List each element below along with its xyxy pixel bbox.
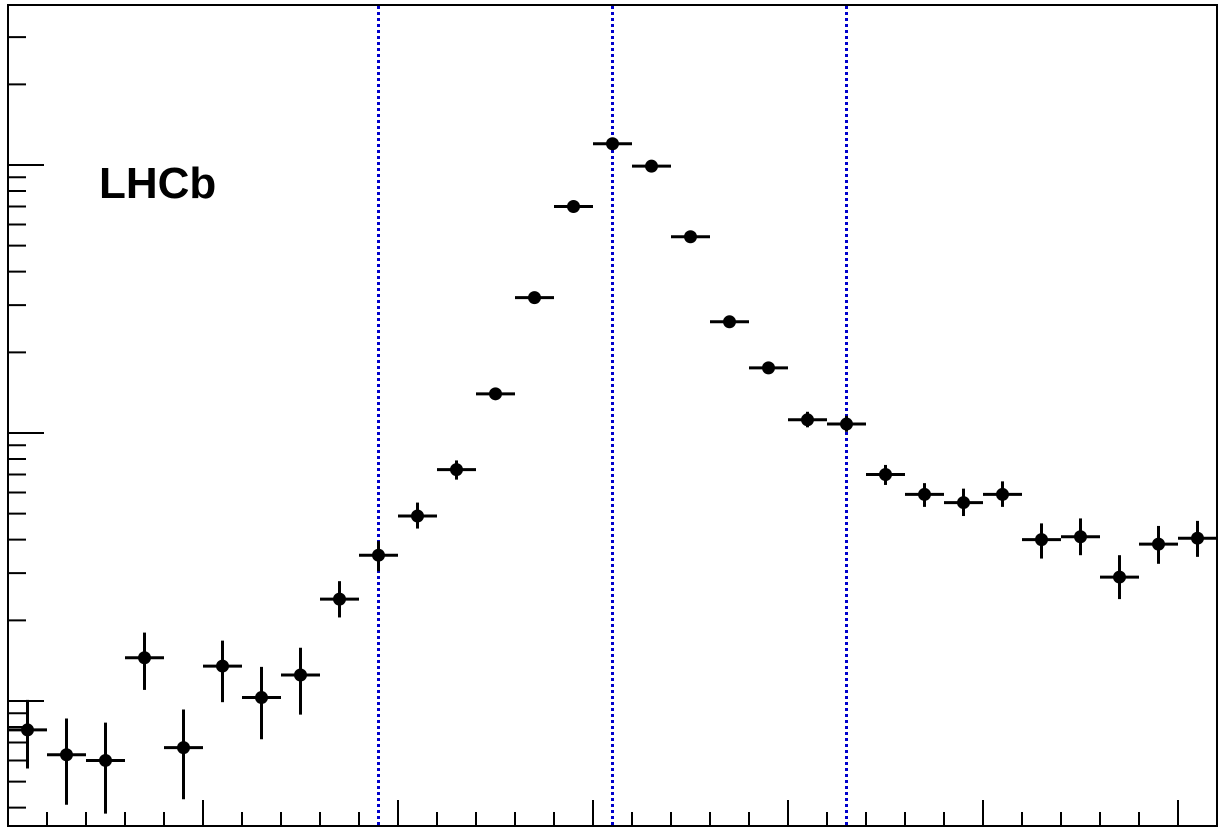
point-marker <box>723 315 736 329</box>
data-point <box>827 415 866 432</box>
point-marker <box>177 741 190 755</box>
point-marker <box>411 509 424 523</box>
point-marker <box>1074 530 1087 544</box>
point-marker <box>21 723 34 737</box>
data-point <box>788 411 827 428</box>
point-marker <box>372 548 385 562</box>
point-marker <box>333 592 346 606</box>
data-point <box>1178 520 1216 557</box>
point-marker <box>294 668 307 682</box>
data-points <box>9 137 1216 814</box>
point-marker <box>489 387 502 401</box>
point-marker <box>1191 531 1204 545</box>
point-marker <box>606 137 619 151</box>
data-point <box>1061 518 1100 556</box>
data-point <box>1022 523 1061 559</box>
plot-frame <box>7 4 1218 827</box>
point-marker <box>255 691 268 705</box>
data-point <box>242 666 281 740</box>
data-point <box>554 200 593 214</box>
data-point <box>632 159 671 173</box>
point-marker <box>684 230 697 244</box>
point-marker <box>996 487 1009 501</box>
data-point <box>1100 555 1139 600</box>
data-point <box>398 502 437 529</box>
data-point <box>1139 525 1178 564</box>
point-marker <box>60 748 73 762</box>
point-marker <box>1152 537 1165 551</box>
data-point <box>203 640 242 703</box>
point-marker <box>1113 570 1126 584</box>
point-marker <box>216 659 229 673</box>
data-point <box>437 460 476 480</box>
point-marker <box>840 417 853 431</box>
point-marker <box>528 291 541 305</box>
data-point <box>320 581 359 618</box>
reference-lines <box>377 6 848 825</box>
data-point <box>671 230 710 244</box>
point-marker <box>645 159 658 173</box>
lhcb-label: LHCb <box>99 159 216 208</box>
point-marker <box>99 753 112 767</box>
data-point <box>983 481 1022 507</box>
data-point <box>281 647 320 715</box>
y-axis-ticks <box>8 36 44 809</box>
data-point <box>515 291 554 305</box>
data-point <box>476 387 515 401</box>
data-point <box>710 315 749 329</box>
data-point <box>749 361 788 375</box>
point-marker <box>801 413 814 427</box>
point-marker <box>450 463 463 477</box>
data-point <box>9 699 47 769</box>
point-marker <box>762 361 775 375</box>
data-point <box>359 541 398 572</box>
data-point <box>944 488 983 517</box>
data-point <box>125 632 164 690</box>
data-point <box>593 137 632 151</box>
point-marker <box>138 651 151 665</box>
x-axis-ticks <box>46 800 1179 826</box>
data-point <box>866 464 905 485</box>
data-point <box>164 709 203 800</box>
point-marker <box>567 200 580 214</box>
point-marker <box>957 496 970 510</box>
point-marker <box>879 468 892 482</box>
data-point <box>86 722 125 814</box>
data-point <box>905 483 944 507</box>
point-marker <box>918 487 931 501</box>
data-point <box>47 718 86 805</box>
point-marker <box>1035 533 1048 547</box>
